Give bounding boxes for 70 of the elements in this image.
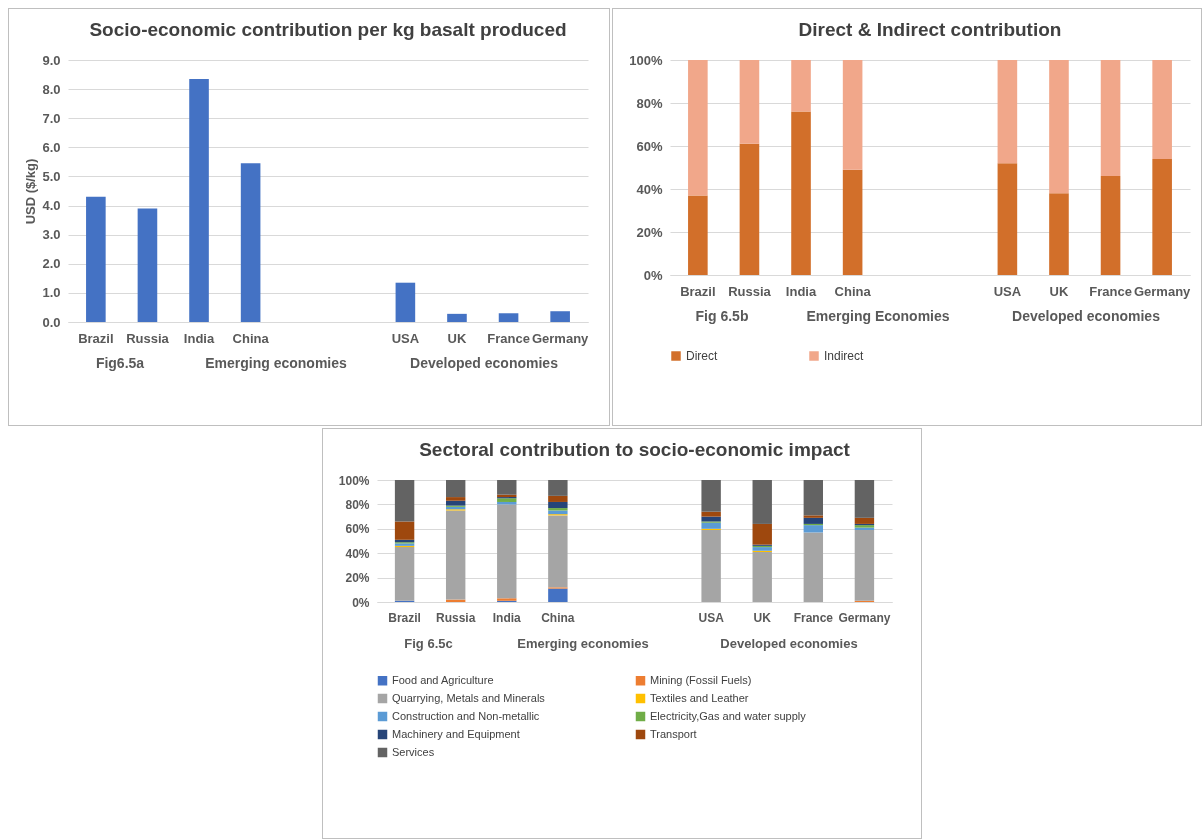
x-tick-label: India bbox=[492, 610, 522, 625]
caption: Fig 6.5c bbox=[404, 636, 453, 651]
y-tick-label: 40% bbox=[345, 546, 370, 561]
x-tick-label: France bbox=[487, 330, 530, 346]
x-tick-label: Brazil bbox=[78, 330, 114, 346]
y-tick-label: 5.0 bbox=[42, 168, 61, 184]
y-tick-label: 80% bbox=[345, 497, 370, 512]
x-tick-label: USA bbox=[993, 283, 1022, 299]
x-tick-label: Russia bbox=[126, 330, 170, 346]
y-tick-label: 40% bbox=[636, 181, 663, 197]
legend-label: Indirect bbox=[824, 349, 865, 363]
chart-title: Sectoral contribution to socio-economic impact bbox=[419, 439, 851, 460]
x-tick-label: Germany bbox=[838, 610, 891, 625]
y-tick-label: 3.0 bbox=[42, 227, 61, 243]
y-tick-label: 0% bbox=[643, 267, 663, 283]
legend-label: Machinery and Equipment bbox=[392, 727, 520, 740]
y-tick-label: 0% bbox=[352, 595, 370, 610]
text: Developed economies bbox=[1012, 308, 1161, 324]
x-tick-label: China bbox=[834, 283, 872, 299]
y-tick-label: 20% bbox=[636, 224, 663, 240]
text: Emerging economies bbox=[205, 355, 348, 371]
text: Emerging Economies bbox=[806, 308, 950, 324]
x-tick-label: Brazil bbox=[680, 283, 716, 299]
x-tick-label: China bbox=[541, 610, 575, 625]
x-tick-label: UK bbox=[753, 610, 772, 625]
caption: Fig6.5a bbox=[95, 355, 145, 371]
x-tick-label: USA bbox=[391, 330, 420, 346]
x-tick-label: India bbox=[785, 283, 817, 299]
chart-title: Direct & Indirect contribution bbox=[798, 19, 1062, 40]
y-tick-label: 80% bbox=[636, 95, 663, 111]
x-tick-label: France bbox=[793, 610, 834, 625]
text: Developed economies bbox=[410, 355, 559, 371]
x-tick-label: Germany bbox=[531, 330, 590, 346]
x-tick-label: Russia bbox=[436, 610, 476, 625]
y-tick-label: 20% bbox=[345, 571, 370, 586]
y-tick-label: 0.0 bbox=[42, 314, 61, 330]
legend-label: Transport bbox=[650, 727, 697, 740]
x-tick-label: Germany bbox=[1133, 283, 1192, 299]
legend-label: Direct bbox=[686, 349, 718, 363]
legend-label: Quarrying, Metals and Minerals bbox=[392, 691, 546, 704]
y-tick-label: 60% bbox=[345, 522, 370, 537]
text: Developed economies bbox=[720, 636, 858, 651]
x-tick-label: France bbox=[1089, 283, 1132, 299]
x-tick-label: UK bbox=[447, 330, 467, 346]
x-tick-label: China bbox=[232, 330, 270, 346]
x-tick-label: Russia bbox=[728, 283, 772, 299]
caption: Fig 6.5b bbox=[695, 308, 749, 324]
x-tick-label: UK bbox=[1049, 283, 1069, 299]
legend-label: Electricity,Gas and water supply bbox=[650, 709, 807, 722]
y-tick-label: 6.0 bbox=[42, 139, 61, 155]
legend-label: Mining (Fossil Fuels) bbox=[650, 673, 752, 686]
chart-title: Socio-economic contribution per kg basalt produced bbox=[89, 19, 567, 40]
y-tick-label: 4.0 bbox=[42, 198, 61, 214]
y-tick-label: 2.0 bbox=[42, 256, 61, 272]
x-tick-label: India bbox=[183, 330, 215, 346]
y-tick-label: 60% bbox=[636, 138, 663, 154]
y-axis-title: USD ($/kg) bbox=[23, 158, 39, 225]
x-tick-label: USA bbox=[698, 610, 725, 625]
y-tick-label: 7.0 bbox=[42, 110, 61, 126]
y-tick-label: 100% bbox=[338, 473, 370, 488]
legend-label: Construction and Non-metallic bbox=[392, 709, 540, 722]
y-tick-label: 100% bbox=[629, 52, 663, 68]
text: Emerging economies bbox=[517, 636, 649, 651]
y-tick-label: 1.0 bbox=[42, 285, 61, 301]
x-tick-label: Brazil bbox=[388, 610, 421, 625]
legend-label: Services bbox=[392, 745, 435, 758]
y-tick-label: 9.0 bbox=[42, 52, 61, 68]
legend-label: Food and Agriculture bbox=[392, 673, 494, 686]
y-tick-label: 8.0 bbox=[42, 81, 61, 97]
legend-label: Textiles and Leather bbox=[650, 691, 749, 704]
